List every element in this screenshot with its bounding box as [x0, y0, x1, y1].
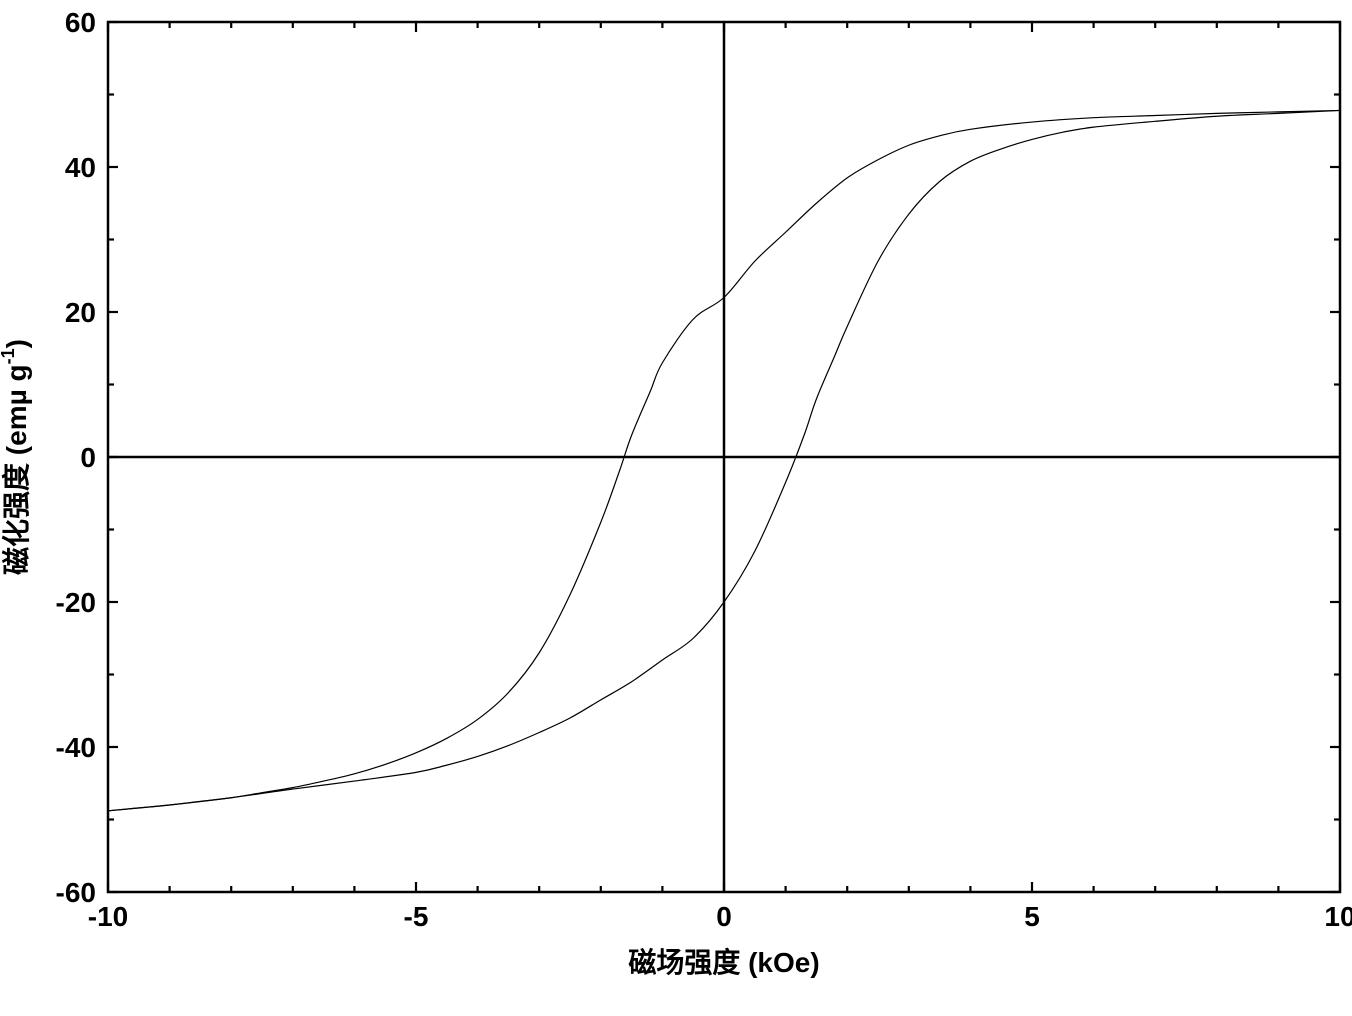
chart-svg: -10-50510-60-40-200204060磁场强度 (kOe)磁化强度 …: [0, 0, 1352, 1016]
x-tick-label: 0: [716, 901, 732, 932]
y-tick-label: 0: [80, 442, 96, 473]
hysteresis-chart: -10-50510-60-40-200204060磁场强度 (kOe)磁化强度 …: [0, 0, 1352, 1016]
y-tick-label: -20: [56, 587, 96, 618]
x-tick-label: 10: [1324, 901, 1352, 932]
x-tick-label: -5: [404, 901, 429, 932]
y-axis-label: 磁化强度 (emµ g-1): [0, 339, 32, 575]
x-tick-label: 5: [1024, 901, 1040, 932]
x-axis-label: 磁场强度 (kOe): [628, 947, 819, 978]
y-tick-label: -60: [56, 877, 96, 908]
y-tick-label: -40: [56, 732, 96, 763]
y-tick-label: 40: [65, 152, 96, 183]
y-tick-label: 20: [65, 297, 96, 328]
y-tick-label: 60: [65, 7, 96, 38]
